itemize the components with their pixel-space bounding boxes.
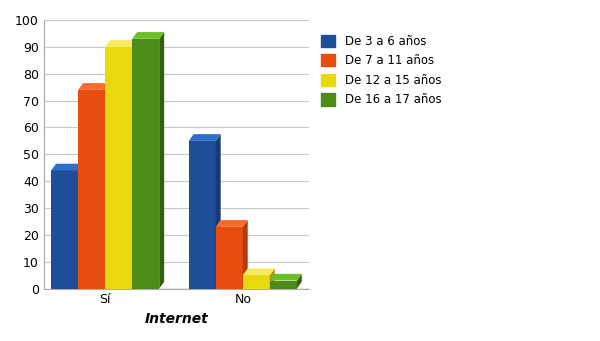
Bar [78,90,105,288]
Polygon shape [216,220,248,227]
X-axis label: Internet: Internet [145,312,208,326]
Polygon shape [51,164,83,170]
Polygon shape [105,40,137,47]
Bar [216,227,243,288]
Polygon shape [132,32,164,39]
Polygon shape [270,268,275,288]
Bar [270,281,297,288]
Polygon shape [78,83,110,90]
Polygon shape [270,274,302,281]
Polygon shape [243,220,248,288]
Polygon shape [243,268,275,275]
Polygon shape [105,83,110,288]
Polygon shape [78,164,83,288]
Bar [51,170,78,288]
Legend: De 3 a 6 años, De 7 a 11 años, De 12 a 15 años, De 16 a 17 años: De 3 a 6 años, De 7 a 11 años, De 12 a 1… [317,31,445,110]
Polygon shape [216,134,221,288]
Polygon shape [132,40,137,288]
Polygon shape [297,274,302,288]
Bar [132,39,159,288]
Polygon shape [159,32,164,288]
Bar [105,47,132,288]
Polygon shape [189,134,221,141]
Bar [243,275,270,288]
Bar [189,141,216,288]
